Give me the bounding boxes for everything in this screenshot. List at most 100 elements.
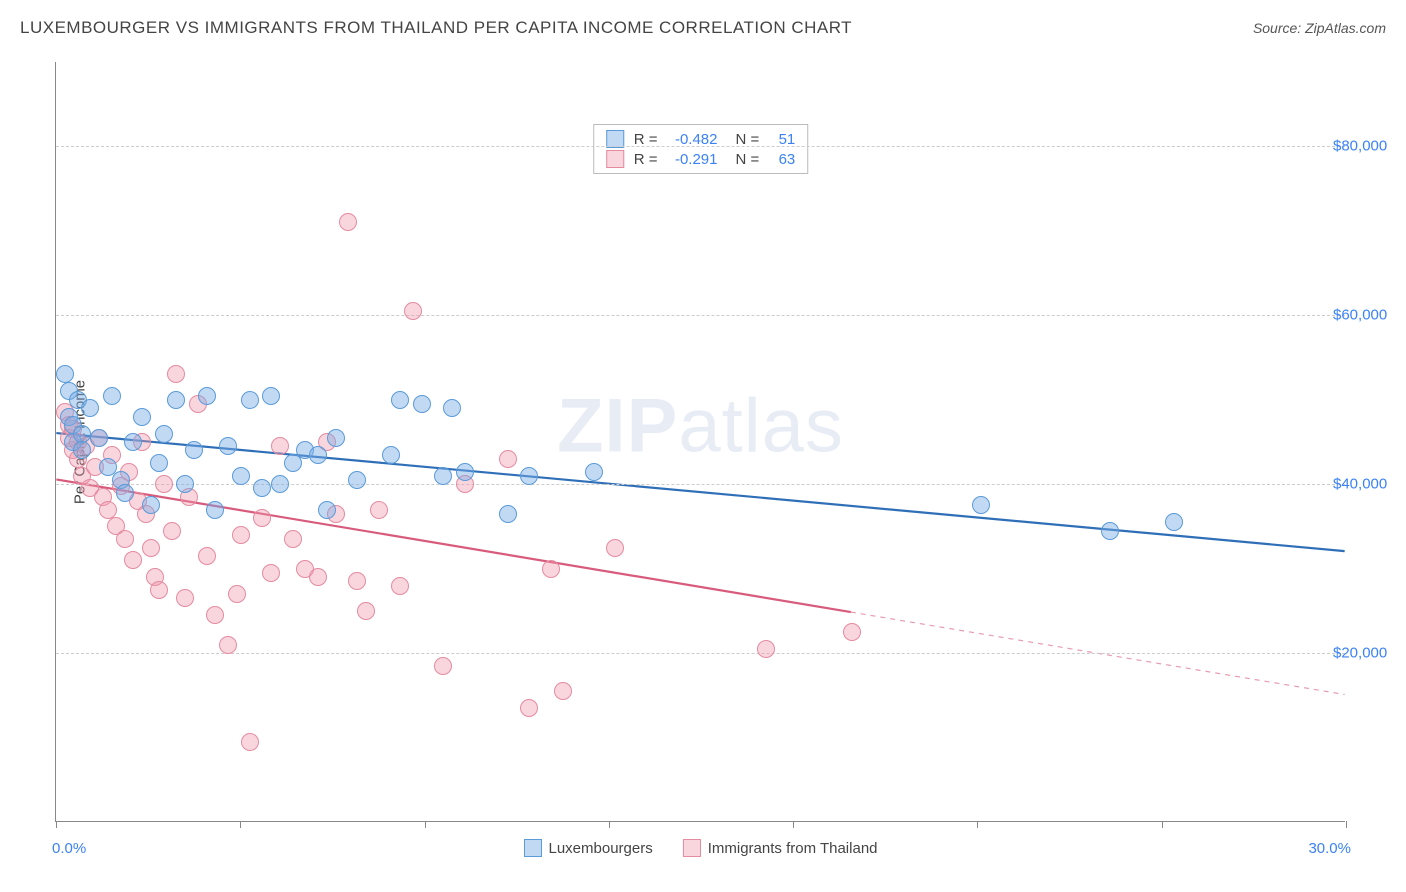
legend-item: Immigrants from Thailand bbox=[683, 839, 878, 857]
scatter-point bbox=[133, 408, 151, 426]
scatter-point bbox=[155, 475, 173, 493]
x-tick bbox=[1162, 821, 1163, 828]
scatter-point bbox=[90, 429, 108, 447]
scatter-point bbox=[241, 391, 259, 409]
scatter-point bbox=[176, 475, 194, 493]
gridline-horizontal bbox=[56, 315, 1345, 316]
scatter-point bbox=[198, 547, 216, 565]
y-tick-label: $20,000 bbox=[1333, 645, 1403, 662]
scatter-point bbox=[327, 429, 345, 447]
y-tick-label: $60,000 bbox=[1333, 307, 1403, 324]
scatter-point bbox=[142, 496, 160, 514]
scatter-point bbox=[382, 446, 400, 464]
scatter-point bbox=[155, 425, 173, 443]
stats-legend-box: R = -0.482 N = 51 R = -0.291 N = 63 bbox=[593, 124, 809, 174]
chart-container: LUXEMBOURGER VS IMMIGRANTS FROM THAILAND… bbox=[0, 0, 1406, 892]
stat-R-label: R = bbox=[634, 151, 658, 168]
x-tick bbox=[977, 821, 978, 828]
gridline-horizontal bbox=[56, 146, 1345, 147]
legend-label: Luxembourgers bbox=[548, 840, 652, 857]
scatter-point bbox=[456, 463, 474, 481]
gridline-horizontal bbox=[56, 484, 1345, 485]
scatter-point bbox=[150, 581, 168, 599]
scatter-point bbox=[520, 699, 538, 717]
scatter-point bbox=[499, 450, 517, 468]
scatter-point bbox=[391, 577, 409, 595]
scatter-point bbox=[253, 509, 271, 527]
scatter-point bbox=[163, 522, 181, 540]
scatter-point bbox=[309, 446, 327, 464]
scatter-point bbox=[253, 479, 271, 497]
scatter-point bbox=[103, 387, 121, 405]
x-tick bbox=[1346, 821, 1347, 828]
scatter-point bbox=[232, 467, 250, 485]
scatter-point bbox=[206, 501, 224, 519]
scatter-point bbox=[357, 602, 375, 620]
scatter-point bbox=[262, 564, 280, 582]
scatter-point bbox=[348, 471, 366, 489]
scatter-point bbox=[262, 387, 280, 405]
stats-row: R = -0.291 N = 63 bbox=[606, 149, 796, 169]
scatter-point bbox=[116, 484, 134, 502]
scatter-point bbox=[1165, 513, 1183, 531]
scatter-point bbox=[434, 657, 452, 675]
x-tick-label-max: 30.0% bbox=[1308, 840, 1351, 857]
stat-R-value: -0.291 bbox=[668, 151, 718, 168]
scatter-point bbox=[309, 568, 327, 586]
scatter-point bbox=[81, 399, 99, 417]
stat-N-value: 51 bbox=[769, 131, 795, 148]
scatter-point bbox=[124, 433, 142, 451]
trend-line bbox=[56, 479, 850, 612]
scatter-point bbox=[271, 437, 289, 455]
scatter-point bbox=[198, 387, 216, 405]
scatter-point bbox=[757, 640, 775, 658]
x-tick bbox=[56, 821, 57, 828]
scatter-point bbox=[972, 496, 990, 514]
stat-R-value: -0.482 bbox=[668, 131, 718, 148]
watermark: ZIPatlas bbox=[557, 383, 844, 470]
scatter-point bbox=[434, 467, 452, 485]
scatter-point bbox=[413, 395, 431, 413]
scatter-point bbox=[585, 463, 603, 481]
x-tick bbox=[609, 821, 610, 828]
plot-area: Per Capita Income ZIPatlas R =-0.482N =5… bbox=[55, 62, 1345, 822]
scatter-point bbox=[56, 365, 74, 383]
scatter-point bbox=[116, 530, 134, 548]
scatter-point bbox=[167, 391, 185, 409]
scatter-point bbox=[271, 475, 289, 493]
scatter-point bbox=[99, 501, 117, 519]
scatter-point bbox=[1101, 522, 1119, 540]
scatter-point bbox=[219, 437, 237, 455]
scatter-point bbox=[176, 589, 194, 607]
stat-R-label: R = bbox=[634, 131, 658, 148]
x-tick bbox=[240, 821, 241, 828]
x-tick bbox=[425, 821, 426, 828]
scatter-point bbox=[843, 623, 861, 641]
scatter-point bbox=[606, 539, 624, 557]
x-tick-label-min: 0.0% bbox=[52, 840, 86, 857]
scatter-point bbox=[339, 213, 357, 231]
stat-N-value: 63 bbox=[769, 151, 795, 168]
y-tick-label: $40,000 bbox=[1333, 476, 1403, 493]
scatter-point bbox=[142, 539, 160, 557]
scatter-point bbox=[284, 530, 302, 548]
scatter-point bbox=[150, 454, 168, 472]
legend-swatch bbox=[683, 839, 701, 857]
scatter-point bbox=[228, 585, 246, 603]
scatter-point bbox=[73, 441, 91, 459]
y-tick-label: $80,000 bbox=[1333, 138, 1403, 155]
scatter-point bbox=[241, 733, 259, 751]
scatter-point bbox=[124, 551, 142, 569]
scatter-point bbox=[391, 391, 409, 409]
legend-swatch bbox=[523, 839, 541, 857]
stat-N-label: N = bbox=[736, 151, 760, 168]
chart-title: LUXEMBOURGER VS IMMIGRANTS FROM THAILAND… bbox=[20, 18, 852, 38]
scatter-point bbox=[73, 425, 91, 443]
scatter-point bbox=[348, 572, 366, 590]
series-swatch bbox=[606, 130, 624, 148]
scatter-point bbox=[219, 636, 237, 654]
legend-label: Immigrants from Thailand bbox=[708, 840, 878, 857]
stat-N-label: N = bbox=[736, 131, 760, 148]
x-tick bbox=[793, 821, 794, 828]
scatter-point bbox=[542, 560, 560, 578]
